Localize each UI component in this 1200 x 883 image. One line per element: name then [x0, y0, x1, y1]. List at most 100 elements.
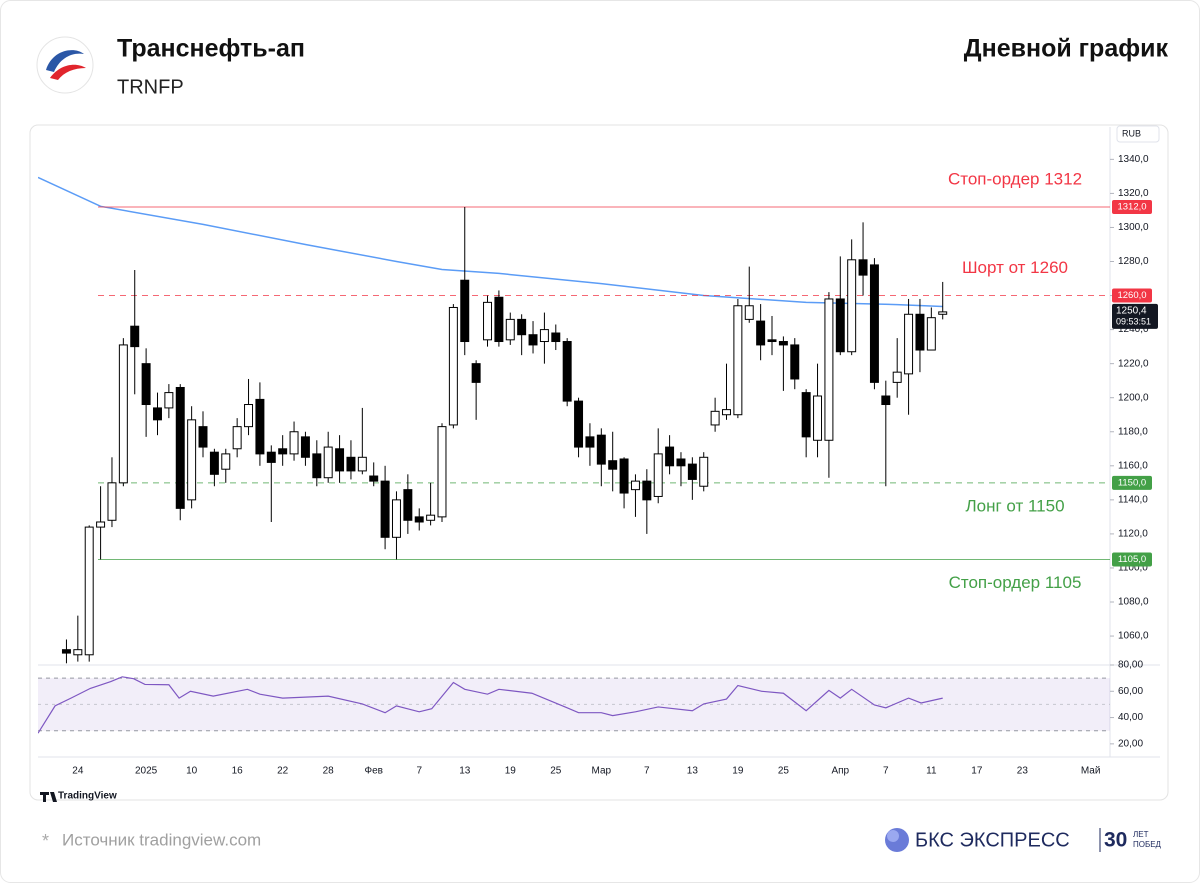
- candle-body: [255, 398, 265, 455]
- price-pane: [38, 176, 1110, 664]
- x-tick-label: 7: [416, 766, 422, 777]
- axes: 1060,01080,01100,01120,01140,01160,01180…: [72, 154, 1158, 777]
- candle-body: [323, 446, 333, 479]
- candle-body: [608, 460, 618, 470]
- logo-swoosh: [46, 50, 84, 72]
- rsi-line: [38, 676, 943, 734]
- candle-body: [403, 489, 413, 521]
- candle-body: [164, 392, 174, 409]
- title: Транснефть-ап: [117, 35, 305, 63]
- candle-body: [892, 371, 902, 383]
- source-mark: *: [42, 831, 49, 851]
- brand-tagline: ЛЕТ: [1133, 830, 1149, 839]
- candle-body: [96, 521, 106, 528]
- candle-body: [414, 516, 424, 523]
- y-tick-label: 1140,0: [1118, 494, 1148, 505]
- candle-body: [73, 649, 83, 656]
- candle-body: [699, 456, 709, 487]
- y-tick-label: 20,00: [1118, 738, 1143, 749]
- x-tick-label: Май: [1081, 766, 1101, 777]
- last-price-label: 1250,4: [1116, 306, 1147, 317]
- x-tick-label: 22: [277, 766, 289, 777]
- level-tag: [1112, 475, 1152, 490]
- candle-body: [471, 363, 481, 383]
- x-tick-label: 7: [883, 766, 889, 777]
- candle-body: [869, 264, 879, 383]
- candle-body: [585, 436, 595, 448]
- candle-body: [938, 311, 948, 315]
- y-tick-label: 1280,0: [1118, 256, 1149, 267]
- y-tick-label: 1220,0: [1118, 358, 1149, 369]
- last-price-tag: [1112, 303, 1158, 329]
- level-tag: [1112, 200, 1152, 215]
- candle-body: [209, 451, 219, 475]
- candle-body: [494, 296, 504, 343]
- x-tick-label: Апр: [831, 766, 849, 777]
- candle-body: [778, 341, 788, 346]
- candle-body: [357, 456, 367, 472]
- candle-body: [551, 332, 561, 343]
- currency: RUB: [1122, 128, 1141, 138]
- candle-body: [642, 480, 652, 501]
- currency-box: [1116, 125, 1160, 143]
- candle-body: [448, 306, 458, 426]
- candle-body: [289, 431, 299, 455]
- y-tick-label: 1300,0: [1118, 222, 1149, 233]
- candle-body: [756, 320, 766, 346]
- candle-body: [528, 334, 538, 346]
- y-tick-label: 1100,0: [1118, 563, 1148, 574]
- candle-body: [915, 313, 925, 351]
- watermark: TradingView: [58, 791, 117, 802]
- y-tick-label: 60,00: [1118, 686, 1143, 697]
- y-tick-label: 1320,0: [1118, 188, 1149, 199]
- y-tick-label: 1080,0: [1118, 597, 1149, 608]
- brand-tagline: ПОБЕД: [1133, 840, 1162, 849]
- x-tick-label: 13: [687, 766, 699, 777]
- logo: [36, 36, 94, 94]
- candle-body: [346, 456, 356, 472]
- candle-body: [232, 426, 242, 450]
- candle-body: [926, 317, 936, 351]
- candle-body: [517, 318, 527, 336]
- rsi-pane: [38, 676, 1110, 734]
- source: Источник tradingview.com: [62, 830, 261, 849]
- x-tick-label: 11: [926, 766, 937, 777]
- candle-body: [824, 298, 834, 441]
- candle-body: [790, 344, 800, 380]
- x-tick-label: 24: [72, 766, 84, 777]
- candle-body: [630, 480, 640, 491]
- level-text: Шорт от 1260: [962, 258, 1068, 277]
- candle-body: [369, 475, 379, 482]
- ticker: TRNFP: [117, 76, 184, 98]
- x-tick-label: 25: [550, 766, 562, 777]
- x-tick-label: 28: [323, 766, 335, 777]
- candle-body: [141, 363, 151, 406]
- y-tick-label: 80,00: [1118, 660, 1143, 671]
- last-price-time: 09:53:51: [1116, 316, 1151, 326]
- x-tick-label: 17: [971, 766, 983, 777]
- candle-body: [175, 386, 185, 509]
- candle-body: [733, 305, 743, 416]
- rsi-band: [38, 678, 1110, 731]
- candle-body: [335, 448, 345, 472]
- candle-body: [380, 480, 390, 538]
- candle-body: [426, 514, 436, 521]
- level-tag: [1112, 552, 1152, 567]
- tv-logo: [40, 792, 57, 802]
- level-tag-label: 1150,0: [1118, 477, 1146, 488]
- candle-body: [904, 313, 914, 375]
- candle-body: [244, 404, 254, 428]
- x-tick-label: 19: [505, 766, 517, 777]
- candle-body: [562, 341, 572, 402]
- y-tick-label: 1240,0: [1118, 324, 1149, 335]
- candle-body: [619, 458, 629, 494]
- brand: БКС ЭКСПРЕСС: [915, 829, 1070, 851]
- candle-body: [596, 434, 606, 465]
- candle-body: [312, 453, 322, 479]
- candle-body: [801, 392, 811, 438]
- candle-body: [187, 419, 197, 501]
- candle-body: [744, 305, 754, 320]
- candle-body: [767, 339, 777, 343]
